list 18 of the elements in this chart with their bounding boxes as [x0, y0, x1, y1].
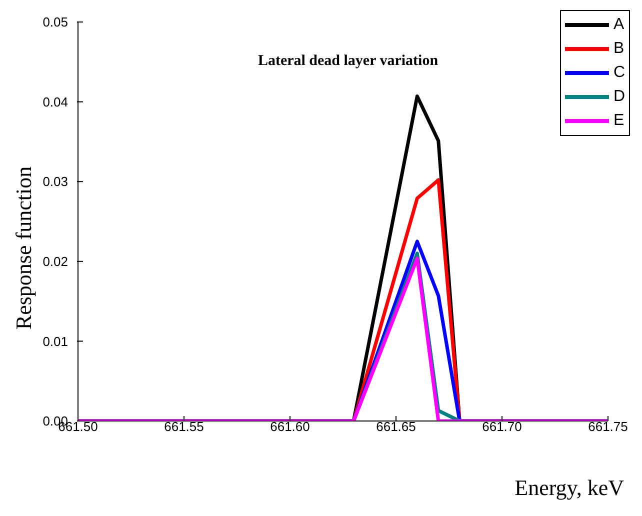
x-tick-label: 661.65	[376, 419, 416, 434]
x-tick-label: 661.70	[482, 419, 522, 434]
x-tick-label: 661.55	[164, 419, 204, 434]
x-tick-label: 661.60	[270, 419, 310, 434]
y-tick-label: 0.01	[42, 334, 68, 349]
legend-label: E	[613, 112, 624, 130]
legend-label: C	[613, 64, 625, 82]
y-tick-label: 0.02	[42, 254, 68, 270]
legend-label: D	[613, 88, 625, 106]
y-axis-title: Response function	[11, 166, 37, 330]
x-tick-label: 661.75	[588, 419, 628, 434]
y-tick-label: 0.04	[42, 94, 68, 110]
y-tick-label: 0.05	[42, 14, 68, 30]
legend-label: B	[613, 40, 624, 58]
text: Lateral dead layer variation	[256, 53, 440, 70]
x-axis-title: Energy, keV	[514, 475, 624, 501]
y-tick-label: 0.03	[42, 174, 68, 190]
legend-label: A	[613, 16, 624, 34]
